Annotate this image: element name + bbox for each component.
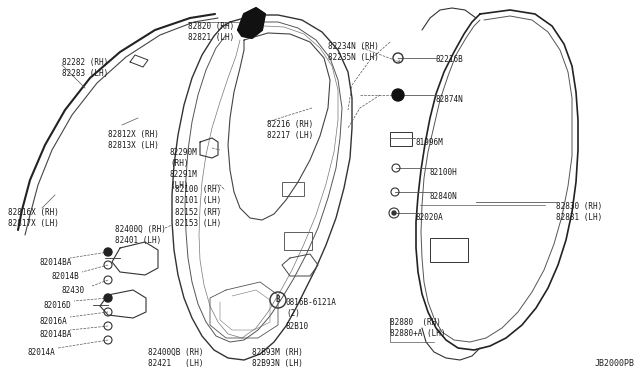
Text: 82016D: 82016D	[44, 301, 72, 310]
Circle shape	[104, 248, 112, 256]
Text: 82014BA: 82014BA	[40, 330, 72, 339]
Text: 82014A: 82014A	[28, 348, 56, 357]
Text: B: B	[276, 295, 280, 305]
Text: 82020A: 82020A	[416, 213, 444, 222]
Bar	[390, 132, 412, 146]
Text: 82840N: 82840N	[430, 192, 458, 201]
Polygon shape	[238, 8, 265, 38]
Text: 82014B: 82014B	[52, 272, 80, 281]
Text: 0816B-6121A
(2): 0816B-6121A (2)	[286, 298, 337, 318]
Text: 82282 (RH)
82283 (LH): 82282 (RH) 82283 (LH)	[62, 58, 108, 78]
Text: 82820 (RH)
82821 (LH): 82820 (RH) 82821 (LH)	[188, 22, 234, 42]
Text: 82100 (RH)
82101 (LH): 82100 (RH) 82101 (LH)	[175, 185, 221, 205]
Text: 82400QB (RH)
82421   (LH): 82400QB (RH) 82421 (LH)	[148, 348, 204, 368]
Text: 81996M: 81996M	[415, 138, 443, 147]
Text: 82830 (RH)
82831 (LH): 82830 (RH) 82831 (LH)	[556, 202, 602, 222]
Bar	[430, 238, 468, 262]
Text: 82014BA: 82014BA	[40, 258, 72, 267]
Text: 82816X (RH)
82817X (LH): 82816X (RH) 82817X (LH)	[8, 208, 59, 228]
Circle shape	[104, 294, 112, 302]
Circle shape	[392, 211, 396, 215]
Text: 82152 (RH)
82153 (LH): 82152 (RH) 82153 (LH)	[175, 208, 221, 228]
Text: 82B93M (RH)
82B93N (LH): 82B93M (RH) 82B93N (LH)	[252, 348, 303, 368]
Text: 82874N: 82874N	[436, 95, 464, 104]
Text: 82234N (RH)
82235N (LH): 82234N (RH) 82235N (LH)	[328, 42, 379, 62]
Text: 82B10: 82B10	[286, 322, 309, 331]
Text: 82216 (RH)
82217 (LH): 82216 (RH) 82217 (LH)	[267, 120, 313, 140]
Text: 82216B: 82216B	[436, 55, 464, 64]
Text: 82100H: 82100H	[430, 168, 458, 177]
Bar	[284, 232, 312, 250]
Text: 82812X (RH)
82813X (LH): 82812X (RH) 82813X (LH)	[108, 130, 159, 150]
Text: JB2000PB: JB2000PB	[595, 359, 635, 368]
Text: 82290M
(RH)
82291M
(LH): 82290M (RH) 82291M (LH)	[170, 148, 198, 190]
Text: 82016A: 82016A	[40, 317, 68, 326]
Circle shape	[392, 89, 404, 101]
Text: 82400Q (RH)
82401 (LH): 82400Q (RH) 82401 (LH)	[115, 225, 166, 245]
Bar	[282, 182, 304, 196]
Text: 82430: 82430	[62, 286, 85, 295]
Text: 82880  (RH)
82880+A (LH): 82880 (RH) 82880+A (LH)	[390, 318, 445, 338]
